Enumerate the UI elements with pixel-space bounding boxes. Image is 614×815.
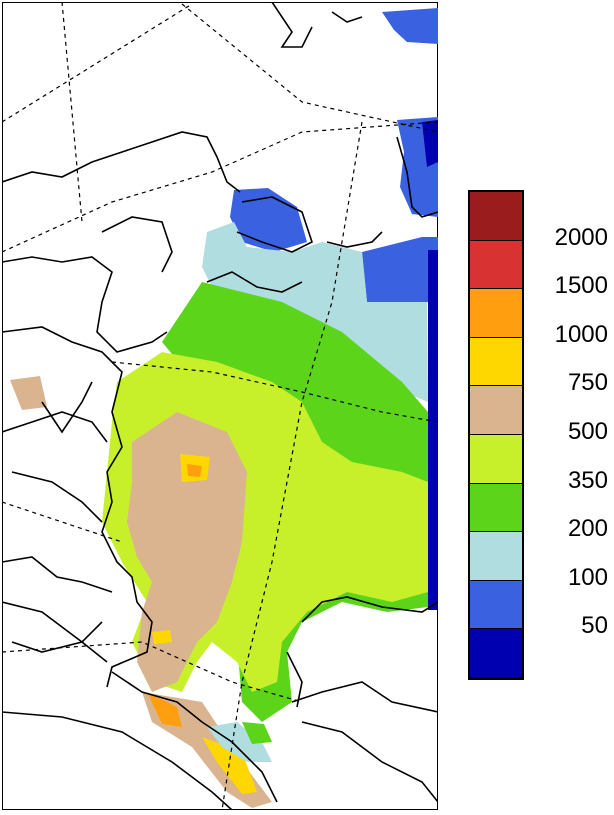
precipitation-map [2, 2, 438, 810]
colorbar-legend: 2000 1500 1000 750 500 350 200 100 50 [468, 190, 614, 682]
dry-zone-tan [127, 412, 247, 692]
colorbar-swatch [470, 289, 522, 338]
colorbar [468, 190, 524, 680]
colorbar-tick-label: 500 [567, 418, 608, 445]
coastlines-borders [2, 2, 438, 810]
map-panel [2, 2, 438, 810]
colorbar-tick-label: 50 [581, 612, 608, 640]
colorbar-tick-label: 1000 [554, 320, 608, 348]
colorbar-tick-label: 100 [567, 563, 608, 591]
colorbar-swatch [470, 435, 522, 484]
east-edge-darkblue [428, 250, 438, 610]
colorbar-tick-label: 2000 [554, 223, 608, 251]
arctic-patch-blue [382, 8, 438, 44]
colorbar-swatch [470, 532, 522, 581]
colorbar-swatch [470, 240, 522, 290]
colorbar-swatch [470, 629, 522, 678]
colorbar-swatch [470, 337, 522, 387]
west-patch-tan [10, 376, 47, 410]
colorbar-swatch [470, 580, 522, 630]
caucasus-lightblue [207, 722, 272, 762]
caucasus-green [242, 722, 272, 744]
spot-orange-1 [187, 464, 202, 477]
colorbar-tick-label: 200 [567, 515, 608, 543]
colorbar-swatch [470, 483, 522, 533]
graticule [2, 2, 438, 810]
colorbar-tick-label: 750 [567, 369, 608, 397]
colorbar-tick-label: 1500 [554, 272, 608, 300]
colorbar-tick-label: 350 [567, 466, 608, 494]
colorbar-swatch [470, 192, 522, 241]
colorbar-swatch [470, 386, 522, 435]
spot-orange-2 [147, 692, 182, 727]
northeast-blue [362, 237, 438, 302]
novaya-zemlya-darkblue [422, 120, 438, 167]
spot-yellow-3 [152, 630, 172, 644]
